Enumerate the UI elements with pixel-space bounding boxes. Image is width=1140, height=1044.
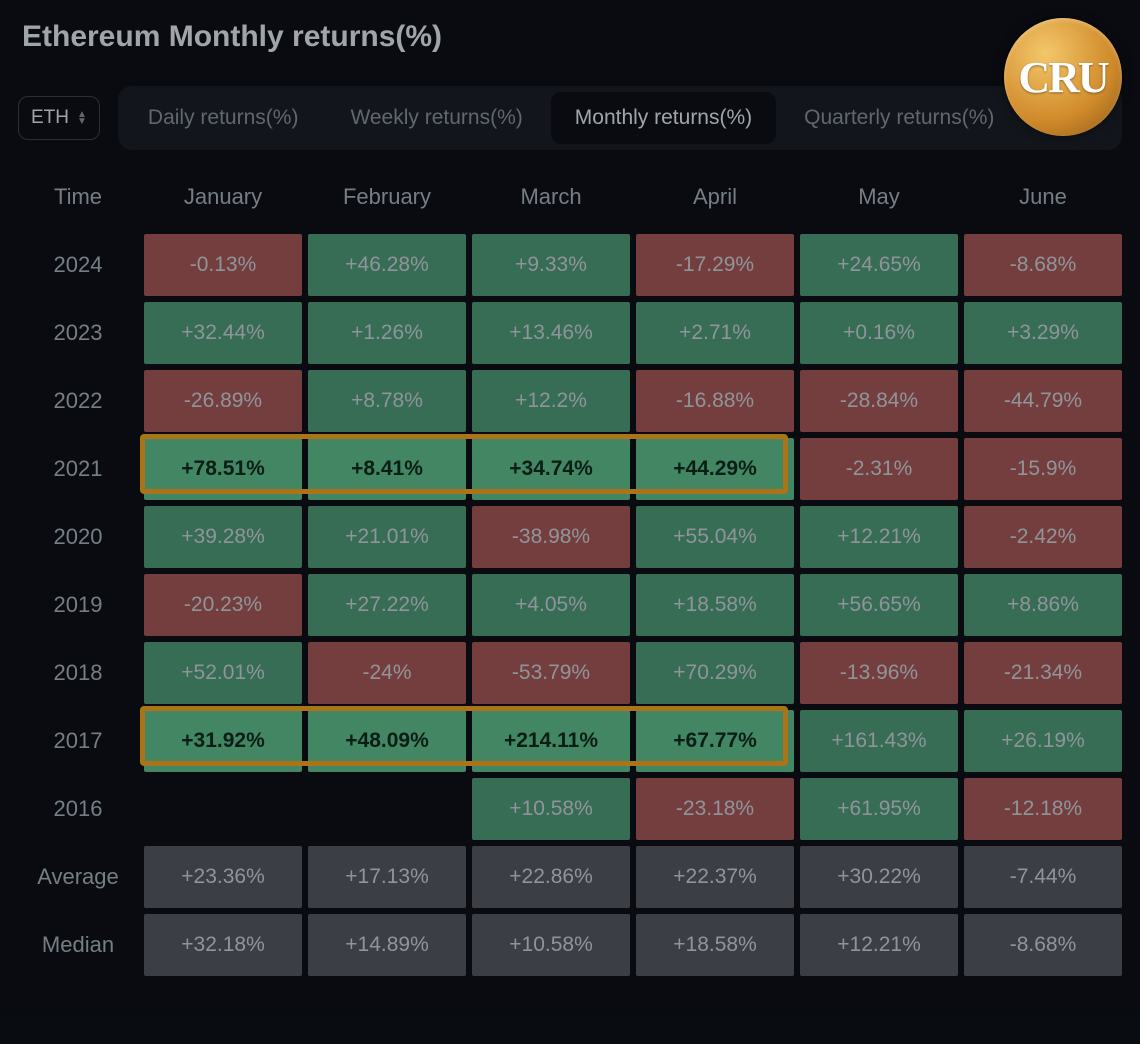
table-cell: +0.16% bbox=[800, 302, 958, 364]
table-cell: -16.88% bbox=[636, 370, 794, 432]
table-cell: +67.77% bbox=[636, 710, 794, 772]
tab-monthly-returns-[interactable]: Monthly returns(%) bbox=[551, 92, 776, 144]
row-label: 2023 bbox=[18, 302, 138, 364]
column-header-january: January bbox=[144, 174, 302, 228]
table-cell: +18.58% bbox=[636, 574, 794, 636]
table-cell: +17.13% bbox=[308, 846, 466, 908]
table-cell: +8.78% bbox=[308, 370, 466, 432]
row-label: 2019 bbox=[18, 574, 138, 636]
returns-table: TimeJanuaryFebruaryMarchAprilMayJune 2024… bbox=[18, 174, 1122, 976]
table-cell: +61.95% bbox=[800, 778, 958, 840]
table-cell: +52.01% bbox=[144, 642, 302, 704]
table-cell: +55.04% bbox=[636, 506, 794, 568]
tab-daily-returns-[interactable]: Daily returns(%) bbox=[124, 92, 323, 144]
table-cell: -12.18% bbox=[964, 778, 1122, 840]
row-label: Median bbox=[18, 914, 138, 976]
table-cell: -21.34% bbox=[964, 642, 1122, 704]
table-cell: +27.22% bbox=[308, 574, 466, 636]
column-header-february: February bbox=[308, 174, 466, 228]
row-label: Average bbox=[18, 846, 138, 908]
page-title: Ethereum Monthly returns(%) bbox=[22, 20, 1122, 54]
table-cell: -44.79% bbox=[964, 370, 1122, 432]
tab-weekly-returns-[interactable]: Weekly returns(%) bbox=[326, 92, 546, 144]
table-cell: +14.89% bbox=[308, 914, 466, 976]
table-cell: +8.41% bbox=[308, 438, 466, 500]
table-cell: +214.11% bbox=[472, 710, 630, 772]
table-cell bbox=[308, 778, 466, 840]
table-cell: +18.58% bbox=[636, 914, 794, 976]
table-cell: -0.13% bbox=[144, 234, 302, 296]
table-cell: +24.65% bbox=[800, 234, 958, 296]
table-cell: +3.29% bbox=[964, 302, 1122, 364]
table-cell: -26.89% bbox=[144, 370, 302, 432]
asset-selector[interactable]: ETH ▲▼ bbox=[18, 96, 100, 140]
row-label: 2017 bbox=[18, 710, 138, 772]
table-cell: +22.86% bbox=[472, 846, 630, 908]
table-cell: -38.98% bbox=[472, 506, 630, 568]
row-label: 2016 bbox=[18, 778, 138, 840]
column-header-time: Time bbox=[18, 174, 138, 228]
tab-quarterly-returns-[interactable]: Quarterly returns(%) bbox=[780, 92, 1018, 144]
table-cell: +1.26% bbox=[308, 302, 466, 364]
watermark-badge: CRU bbox=[1004, 18, 1122, 136]
table-cell: +9.33% bbox=[472, 234, 630, 296]
table-cell: +13.46% bbox=[472, 302, 630, 364]
table-cell: +46.28% bbox=[308, 234, 466, 296]
row-label: 2018 bbox=[18, 642, 138, 704]
table-cell: -2.31% bbox=[800, 438, 958, 500]
table-cell: -8.68% bbox=[964, 914, 1122, 976]
table-cell: +44.29% bbox=[636, 438, 794, 500]
column-header-april: April bbox=[636, 174, 794, 228]
table-cell: +12.2% bbox=[472, 370, 630, 432]
table-cell: +161.43% bbox=[800, 710, 958, 772]
table-cell: +22.37% bbox=[636, 846, 794, 908]
row-label: 2022 bbox=[18, 370, 138, 432]
table-cell: -13.96% bbox=[800, 642, 958, 704]
table-cell: +30.22% bbox=[800, 846, 958, 908]
table-cell bbox=[144, 778, 302, 840]
table-cell: -20.23% bbox=[144, 574, 302, 636]
period-tabs: Daily returns(%)Weekly returns(%)Monthly… bbox=[118, 86, 1122, 150]
table-cell: +4.05% bbox=[472, 574, 630, 636]
table-cell: +8.86% bbox=[964, 574, 1122, 636]
table-cell: +10.58% bbox=[472, 914, 630, 976]
row-label: 2021 bbox=[18, 438, 138, 500]
table-cell: -15.9% bbox=[964, 438, 1122, 500]
controls-row: ETH ▲▼ Daily returns(%)Weekly returns(%)… bbox=[18, 86, 1122, 150]
row-label: 2020 bbox=[18, 506, 138, 568]
table-cell: +56.65% bbox=[800, 574, 958, 636]
table-cell: +31.92% bbox=[144, 710, 302, 772]
table-cell: -2.42% bbox=[964, 506, 1122, 568]
table-cell: +21.01% bbox=[308, 506, 466, 568]
row-label: 2024 bbox=[18, 234, 138, 296]
table-cell: -53.79% bbox=[472, 642, 630, 704]
table-cell: +78.51% bbox=[144, 438, 302, 500]
sort-icon: ▲▼ bbox=[77, 111, 87, 125]
column-header-may: May bbox=[800, 174, 958, 228]
table-cell: +70.29% bbox=[636, 642, 794, 704]
watermark-text: CRU bbox=[1018, 52, 1107, 103]
table-cell: +10.58% bbox=[472, 778, 630, 840]
table-cell: -24% bbox=[308, 642, 466, 704]
table-cell: -28.84% bbox=[800, 370, 958, 432]
asset-selector-label: ETH bbox=[31, 107, 69, 129]
table-cell: +12.21% bbox=[800, 506, 958, 568]
table-cell: +2.71% bbox=[636, 302, 794, 364]
table-cell: +34.74% bbox=[472, 438, 630, 500]
table-cell: +39.28% bbox=[144, 506, 302, 568]
table-cell: -8.68% bbox=[964, 234, 1122, 296]
column-header-march: March bbox=[472, 174, 630, 228]
column-header-june: June bbox=[964, 174, 1122, 228]
table-cell: +48.09% bbox=[308, 710, 466, 772]
table-cell: +32.18% bbox=[144, 914, 302, 976]
table-cell: +12.21% bbox=[800, 914, 958, 976]
table-cell: +26.19% bbox=[964, 710, 1122, 772]
table-cell: +32.44% bbox=[144, 302, 302, 364]
table-cell: -7.44% bbox=[964, 846, 1122, 908]
table-cell: -23.18% bbox=[636, 778, 794, 840]
table-cell: +23.36% bbox=[144, 846, 302, 908]
table-cell: -17.29% bbox=[636, 234, 794, 296]
